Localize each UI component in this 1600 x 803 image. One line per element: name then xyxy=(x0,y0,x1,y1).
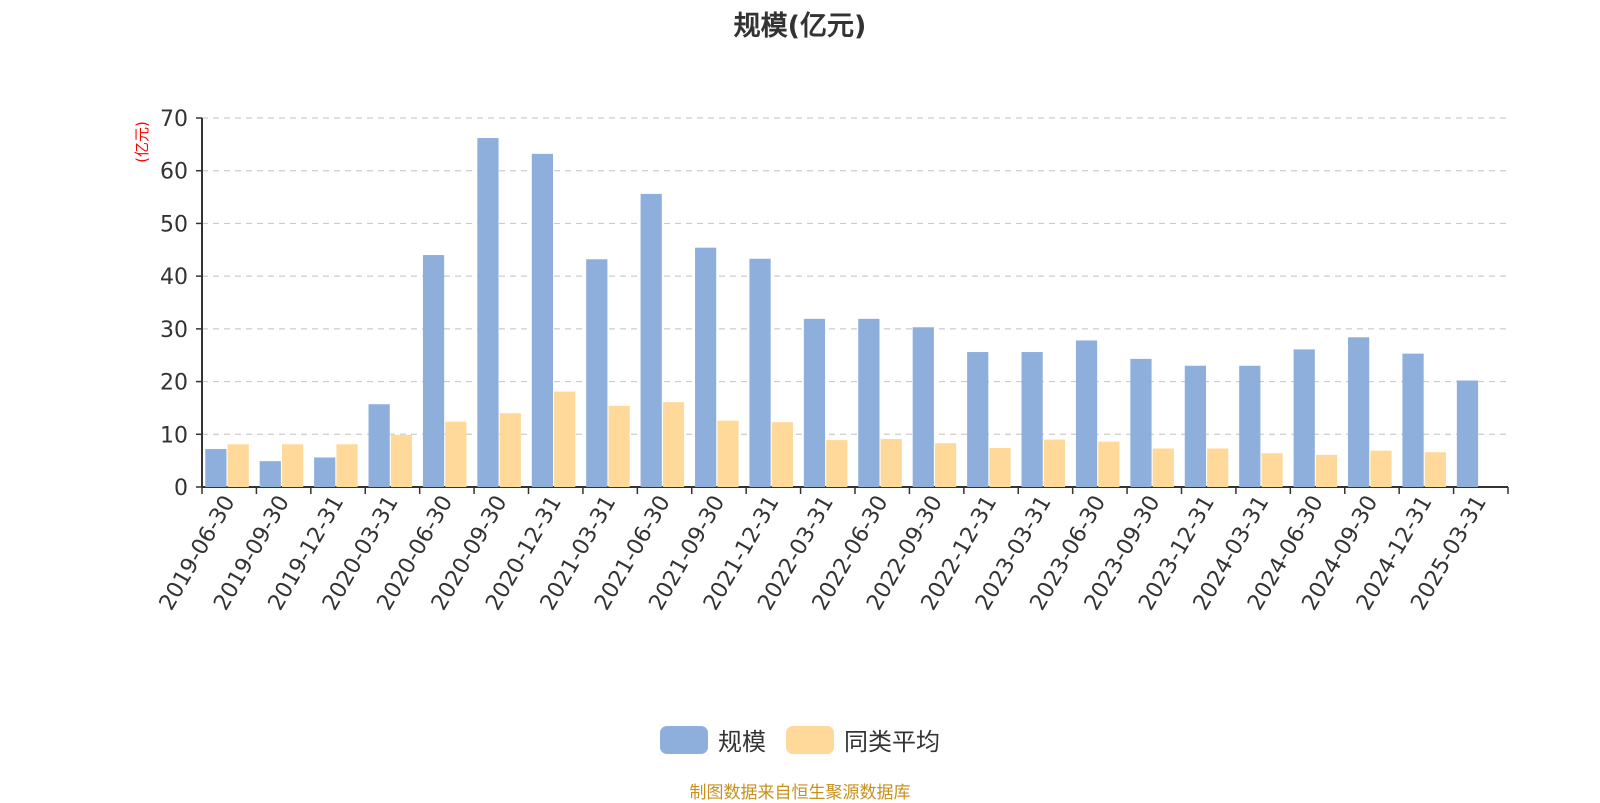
legend-swatch-peer-average xyxy=(786,725,834,754)
y-tick-label: 20 xyxy=(160,371,188,396)
bar-scale xyxy=(1021,352,1043,487)
bar-scale xyxy=(1402,353,1424,487)
y-tick-label: 60 xyxy=(160,160,188,185)
bar-peer-average xyxy=(390,434,413,487)
y-tick-label: 50 xyxy=(160,212,188,237)
bar-scale xyxy=(695,247,717,487)
bar-scale xyxy=(858,318,880,487)
bar-peer-average xyxy=(499,413,521,487)
y-tick-label: 70 xyxy=(160,107,188,132)
bar-peer-average xyxy=(1098,441,1120,487)
bar-scale xyxy=(1075,340,1098,487)
bar-peer-average xyxy=(554,391,576,487)
bar-peer-average xyxy=(880,439,902,487)
bar-scale xyxy=(1348,337,1370,487)
bar-peer-average xyxy=(1370,450,1392,487)
bar-scale xyxy=(422,255,445,487)
bar-peer-average xyxy=(1261,453,1283,487)
legend-swatch-scale xyxy=(660,725,708,754)
y-tick-label: 0 xyxy=(174,476,188,501)
bar-scale xyxy=(749,258,771,487)
bar-peer-average xyxy=(934,443,957,487)
bar-peer-average xyxy=(1207,448,1229,487)
bar-peer-average xyxy=(717,420,739,487)
bar-scale xyxy=(259,461,281,487)
bar-peer-average xyxy=(608,405,630,487)
legend-label-peer-average: 同类平均 xyxy=(844,728,940,756)
bar-peer-average xyxy=(1152,448,1174,487)
bar-scale xyxy=(912,327,934,487)
legend-item-scale[interactable]: 规模 xyxy=(660,722,766,757)
bar-scale xyxy=(477,138,499,487)
bar-peer-average xyxy=(989,447,1011,487)
legend-label-scale: 规模 xyxy=(718,728,766,756)
bar-scale xyxy=(967,352,989,487)
y-tick-label: 40 xyxy=(160,265,188,290)
data-source-note: 制图数据来自恒生聚源数据库 xyxy=(689,783,911,803)
bar-scale xyxy=(368,404,390,487)
bar-scale xyxy=(1130,358,1152,487)
bar-scale xyxy=(314,457,336,487)
bar-peer-average xyxy=(826,440,848,487)
y-tick-label: 10 xyxy=(160,423,188,448)
bar-peer-average xyxy=(445,421,467,487)
bar-peer-average xyxy=(227,444,249,487)
bar-scale xyxy=(205,449,227,487)
bar-peer-average xyxy=(771,422,793,487)
y-axis-label: (亿元) xyxy=(133,121,151,163)
bar-scale xyxy=(586,259,608,487)
bar-scale xyxy=(1456,380,1479,487)
bar-scale xyxy=(640,193,662,487)
chart-title: 规模(亿元) xyxy=(733,11,867,42)
bar-scale xyxy=(1293,349,1315,487)
legend: 规模 同类平均 xyxy=(0,722,1600,757)
bar-scale xyxy=(803,318,826,487)
bar-peer-average xyxy=(1315,454,1338,487)
bar-peer-average xyxy=(336,444,358,487)
bar-peer-average xyxy=(1043,439,1066,487)
bar-peer-average xyxy=(662,402,685,487)
bar-scale xyxy=(1239,365,1261,487)
y-tick-label: 30 xyxy=(160,318,188,343)
bar-peer-average xyxy=(1424,452,1446,487)
bar-scale xyxy=(1184,365,1206,487)
bar-peer-average xyxy=(281,444,304,487)
bar-scale xyxy=(531,153,553,488)
legend-item-peer-average[interactable]: 同类平均 xyxy=(786,722,940,757)
